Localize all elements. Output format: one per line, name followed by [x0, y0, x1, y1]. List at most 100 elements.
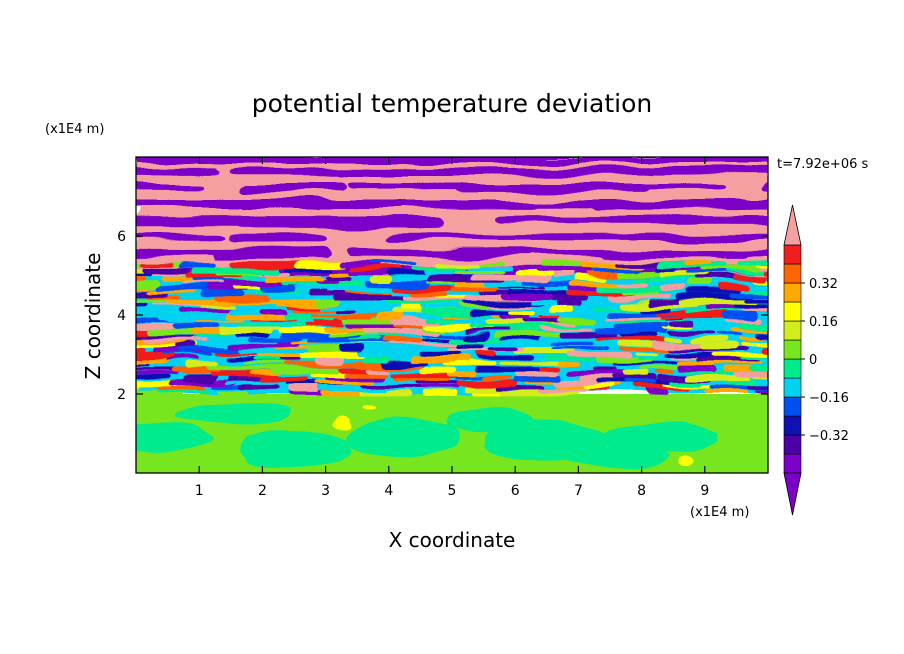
- x-tick-label: 5: [448, 483, 457, 499]
- field-streak: [475, 351, 496, 358]
- x-tick-label: 7: [574, 483, 583, 499]
- field-streak: [164, 299, 231, 306]
- field-streak: [457, 380, 519, 387]
- field-streak: [548, 342, 595, 347]
- field-streak: [722, 313, 758, 321]
- x-unit-label: (x1E4 m): [690, 505, 749, 520]
- colorbar-tick-label: 0.16: [809, 315, 838, 330]
- field-band: [507, 150, 669, 156]
- field-streak: [339, 346, 365, 354]
- field-band: [455, 183, 651, 193]
- field-streak: [321, 328, 363, 333]
- field-streak: [342, 370, 388, 377]
- field-band: [419, 157, 547, 158]
- field-streak: [559, 318, 597, 325]
- field-streak: [508, 290, 568, 296]
- field-streak: [143, 337, 221, 342]
- plot-area: [136, 150, 847, 473]
- colorbar-min-extend: [783, 472, 802, 516]
- field-streak: [326, 275, 354, 282]
- field-streak: [760, 346, 768, 353]
- field-patch: [363, 402, 377, 410]
- field-streak: [762, 271, 768, 276]
- y-axis: 2 4 6: [117, 229, 768, 403]
- field-band: [592, 200, 730, 209]
- field-streak: [613, 323, 670, 330]
- field-streak: [414, 380, 461, 385]
- field-band: [611, 166, 768, 176]
- field-streak: [556, 361, 580, 366]
- field-streak: [351, 266, 402, 271]
- field-streak: [745, 299, 768, 304]
- field-streak: [226, 375, 272, 382]
- field-streak: [712, 351, 768, 357]
- y-tick-label: 2: [117, 387, 126, 403]
- field-streak: [738, 323, 768, 330]
- field-streak: [360, 328, 439, 335]
- field-streak: [136, 380, 181, 386]
- field-streak: [136, 275, 147, 281]
- field-streak: [638, 356, 659, 360]
- field-streak: [381, 346, 460, 351]
- field-streak: [621, 370, 649, 378]
- field-streak: [457, 342, 485, 349]
- colorbar-bin: [783, 377, 802, 398]
- y-tick-label: 6: [117, 229, 126, 245]
- time-label: t=7.92e+06 s: [777, 157, 869, 172]
- field-streak: [491, 332, 568, 338]
- field-patch: [335, 416, 355, 427]
- field-streak: [143, 266, 190, 273]
- field-patch: [445, 407, 535, 436]
- field-streak: [364, 365, 390, 372]
- field-streak: [204, 365, 283, 371]
- field-lower-patches: [136, 401, 718, 470]
- x-tick-label: 4: [384, 483, 393, 499]
- field-streak: [768, 342, 847, 349]
- colorbar-bin: [783, 301, 802, 322]
- field-streak: [741, 342, 768, 347]
- field-streak: [685, 280, 712, 288]
- field-band: [334, 216, 443, 227]
- colorbar-bin: [783, 244, 802, 265]
- field-band: [348, 183, 469, 191]
- field-streak: [136, 266, 148, 273]
- field-streak: [370, 275, 393, 283]
- x-tick-label: 9: [700, 483, 709, 499]
- field-streak: [336, 313, 375, 320]
- field-band: [614, 183, 726, 191]
- colorbar-bin: [783, 263, 802, 284]
- field-streak: [239, 323, 307, 327]
- field-streak: [464, 266, 511, 272]
- field-band: [136, 233, 224, 240]
- colorbar: 0.32 0.16 0 −0.16 −0.32: [783, 204, 849, 516]
- field-streak: [625, 337, 671, 342]
- field-streak: [357, 351, 423, 357]
- field-streak: [219, 389, 251, 395]
- field-streak: [419, 365, 457, 373]
- field-band: [760, 183, 768, 193]
- field-streak: [677, 365, 720, 373]
- field-streak: [425, 318, 454, 322]
- field-band: [624, 233, 768, 241]
- field-streak: [300, 351, 366, 359]
- colorbar-tick-label: 0: [809, 353, 817, 368]
- field-streak: [389, 370, 459, 377]
- field-streak: [522, 280, 583, 286]
- colorbar-bin: [783, 453, 802, 474]
- field-streak: [334, 309, 355, 313]
- field-streak: [692, 337, 730, 343]
- colorbar-tick-label: −0.16: [809, 391, 849, 406]
- field-band: [215, 150, 316, 157]
- field-band: [482, 166, 654, 176]
- x-tick-label: 1: [195, 483, 204, 499]
- field-band: [227, 233, 327, 243]
- colorbar-bin: [783, 320, 802, 341]
- field-streak: [732, 275, 765, 283]
- field-streak: [527, 299, 558, 305]
- field-streak: [183, 361, 216, 368]
- field-streak: [361, 294, 402, 300]
- field-streak: [280, 356, 304, 360]
- field-patch: [565, 445, 667, 470]
- field-streak: [261, 375, 307, 383]
